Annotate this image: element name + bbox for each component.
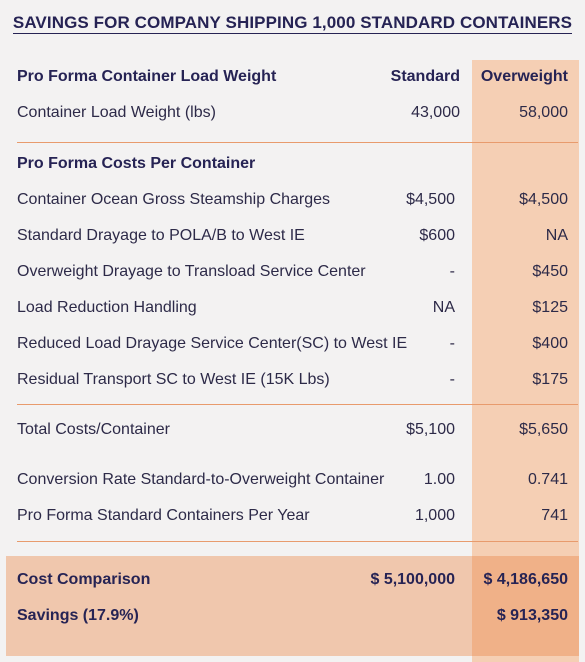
- divider: [17, 404, 578, 405]
- overweight-value: 58,000: [519, 104, 568, 121]
- costs-header: Pro Forma Costs Per Container: [17, 155, 256, 172]
- table-row: Standard Drayage to POLA/B to West IE $6…: [0, 227, 585, 251]
- row-label: Savings (17.9%): [17, 607, 139, 624]
- table-row: Overweight Drayage to Transload Service …: [0, 263, 585, 287]
- load-weight-header-row: Pro Forma Container Load Weight Standard…: [0, 68, 585, 92]
- divider: [17, 142, 578, 143]
- row-label: Cost Comparison: [17, 571, 151, 588]
- overweight-value: $ 4,186,650: [483, 571, 568, 588]
- load-weight-row: Container Load Weight (lbs) 43,000 58,00…: [0, 104, 585, 128]
- row-label: Container Ocean Gross Steamship Charges: [17, 191, 331, 208]
- standard-column-header: Standard: [390, 68, 460, 85]
- standard-value: 1,000: [414, 507, 455, 524]
- overweight-value: 741: [541, 507, 568, 524]
- standard-value: -: [449, 371, 455, 388]
- row-label: Overweight Drayage to Transload Service …: [17, 263, 366, 280]
- table-row: Container Ocean Gross Steamship Charges …: [0, 191, 585, 215]
- row-label: Standard Drayage to POLA/B to West IE: [17, 227, 305, 244]
- standard-value: -: [449, 335, 455, 352]
- overweight-value: NA: [545, 227, 568, 244]
- overweight-value: $450: [532, 263, 568, 280]
- row-label: Total Costs/Container: [17, 421, 170, 438]
- row-label: Pro Forma Standard Containers Per Year: [17, 507, 310, 524]
- overweight-value: $4,500: [519, 191, 568, 208]
- standard-value: 43,000: [411, 104, 460, 121]
- row-label: Reduced Load Drayage Service Center(SC) …: [17, 335, 408, 352]
- table-row: Residual Transport SC to West IE (15K Lb…: [0, 371, 585, 395]
- row-label: Load Reduction Handling: [17, 299, 197, 316]
- table-row: Reduced Load Drayage Service Center(SC) …: [0, 335, 585, 359]
- row-label: Conversion Rate Standard-to-Overweight C…: [17, 471, 385, 488]
- overweight-value: $400: [532, 335, 568, 352]
- summary-overweight-highlight: [472, 556, 579, 656]
- standard-value: 1.00: [423, 471, 455, 488]
- standard-value: $ 5,100,000: [370, 571, 455, 588]
- costs-header-row: Pro Forma Costs Per Container: [0, 155, 585, 179]
- cost-comparison-row: Cost Comparison $ 5,100,000 $ 4,186,650: [0, 571, 585, 595]
- row-label: Container Load Weight (lbs): [17, 104, 216, 121]
- containers-per-year-row: Pro Forma Standard Containers Per Year 1…: [0, 507, 585, 531]
- overweight-value: 0.741: [527, 471, 568, 488]
- standard-value: $4,500: [406, 191, 455, 208]
- overweight-value: $125: [532, 299, 568, 316]
- page-title: SAVINGS FOR COMPANY SHIPPING 1,000 STAND…: [12, 13, 573, 34]
- conversion-rate-row: Conversion Rate Standard-to-Overweight C…: [0, 471, 585, 495]
- table-row: Load Reduction Handling NA $125: [0, 299, 585, 323]
- standard-value: $5,100: [406, 421, 455, 438]
- overweight-value: $ 913,350: [496, 607, 568, 624]
- standard-value: $600: [419, 227, 455, 244]
- load-weight-header: Pro Forma Container Load Weight: [17, 68, 277, 85]
- overweight-value: $5,650: [519, 421, 568, 438]
- row-label: Residual Transport SC to West IE (15K Lb…: [17, 371, 330, 388]
- standard-value: -: [449, 263, 455, 280]
- divider: [17, 541, 578, 542]
- savings-row: Savings (17.9%) $ 913,350: [0, 607, 585, 631]
- standard-value: NA: [432, 299, 455, 316]
- total-costs-row: Total Costs/Container $5,100 $5,650: [0, 421, 585, 445]
- overweight-column-header: Overweight: [480, 68, 568, 85]
- overweight-value: $175: [532, 371, 568, 388]
